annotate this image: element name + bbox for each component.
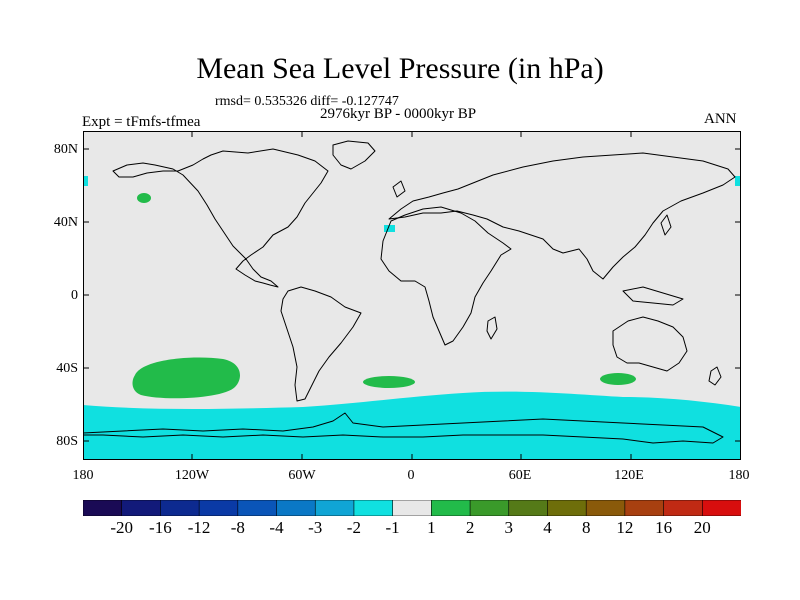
map-title: Mean Sea Level Pressure (in hPa): [196, 52, 604, 85]
colorbar-label: 4: [543, 518, 552, 537]
colorbar-label: -8: [230, 518, 245, 537]
lon-label-120w: 120W: [174, 468, 210, 483]
colorbar-label: -12: [187, 518, 211, 537]
colorbar-label: -20: [110, 518, 134, 537]
colorbar-label: 3: [504, 518, 514, 537]
lon-label-180e: 180: [728, 468, 750, 483]
colorbar: [83, 500, 741, 516]
season-label: ANN: [704, 111, 737, 127]
colorbar-swatch: [198, 500, 239, 516]
lat-label-80n: 80N: [53, 142, 78, 157]
uk-coast: [392, 180, 406, 198]
south-america-coast: [280, 286, 362, 402]
colorbar-label: 1: [427, 518, 436, 537]
south-indian-positive-anomaly: [600, 373, 636, 385]
colorbar-swatch: [276, 500, 316, 516]
africa-coast: [380, 206, 512, 346]
colorbar-label: -16: [149, 518, 172, 537]
map-panel: [83, 131, 741, 460]
arctic-negative-anomaly-east: [735, 176, 741, 186]
lat-label-0: 0: [71, 288, 78, 303]
colorbar-label: -4: [269, 518, 284, 537]
colorbar-swatch: [121, 500, 162, 516]
lat-label-40n: 40N: [53, 215, 78, 230]
lon-label-60w: 60W: [288, 468, 316, 483]
lon-label-120e: 120E: [614, 468, 644, 483]
map-ticks: [83, 131, 741, 460]
colorbar-label: 2: [465, 518, 475, 537]
south-pacific-positive-anomaly: [132, 357, 240, 399]
coastlines: [83, 140, 736, 444]
colorbar-swatch: [547, 500, 587, 516]
period-label: 2976kyr BP - 0000kyr BP: [320, 106, 477, 122]
colorbar-swatch: [624, 500, 665, 516]
eurasia-coast: [388, 152, 736, 280]
new-zealand-coast: [708, 366, 722, 386]
north-america-coast: [112, 148, 329, 288]
australia-coast: [612, 316, 688, 372]
colorbar-swatch: [160, 500, 200, 516]
north-pacific-positive-anomaly: [137, 193, 151, 203]
south-atlantic-positive-anomaly: [363, 376, 415, 388]
experiment-label: Expt = tFmfs-tfmea: [82, 114, 201, 130]
madagascar-coast: [486, 316, 498, 340]
stats-label: rmsd= 0.535326 diff= -0.127747: [215, 94, 399, 109]
colorbar-label: -2: [346, 518, 361, 537]
arctic-negative-anomaly-west: [83, 176, 88, 186]
colorbar-swatch: [314, 500, 355, 516]
colorbar-swatch: [701, 500, 741, 516]
colorbar-label: -3: [308, 518, 323, 537]
colorbar-swatch: [469, 500, 510, 516]
colorbar-swatch: [508, 500, 549, 516]
colorbar-swatch: [585, 500, 626, 516]
colorbar-label: 20: [693, 518, 711, 537]
colorbar-swatch: [431, 500, 471, 516]
colorbar-label: 12: [616, 518, 634, 537]
colorbar-label: 16: [655, 518, 673, 537]
lon-label-180w: 180: [72, 468, 94, 483]
colorbar-swatch: [83, 500, 123, 516]
lat-label-80s: 80S: [56, 434, 78, 449]
lon-label-60e: 60E: [508, 468, 532, 483]
japan-coast: [660, 214, 672, 236]
indonesia-coast: [622, 286, 684, 306]
atlantic-negative-anomaly: [384, 225, 395, 232]
colorbar-swatch: [353, 500, 394, 516]
colorbar-swatch: [663, 500, 703, 516]
colorbar-label: 8: [581, 518, 591, 537]
greenland-coast: [332, 140, 376, 170]
colorbar-swatch: [392, 500, 432, 516]
colorbar-swatch: [237, 500, 278, 516]
lon-label-0: 0: [407, 468, 415, 483]
lat-label-40s: 40S: [56, 361, 78, 376]
colorbar-label: -1: [385, 518, 400, 537]
antarctica-coast: [83, 412, 724, 444]
